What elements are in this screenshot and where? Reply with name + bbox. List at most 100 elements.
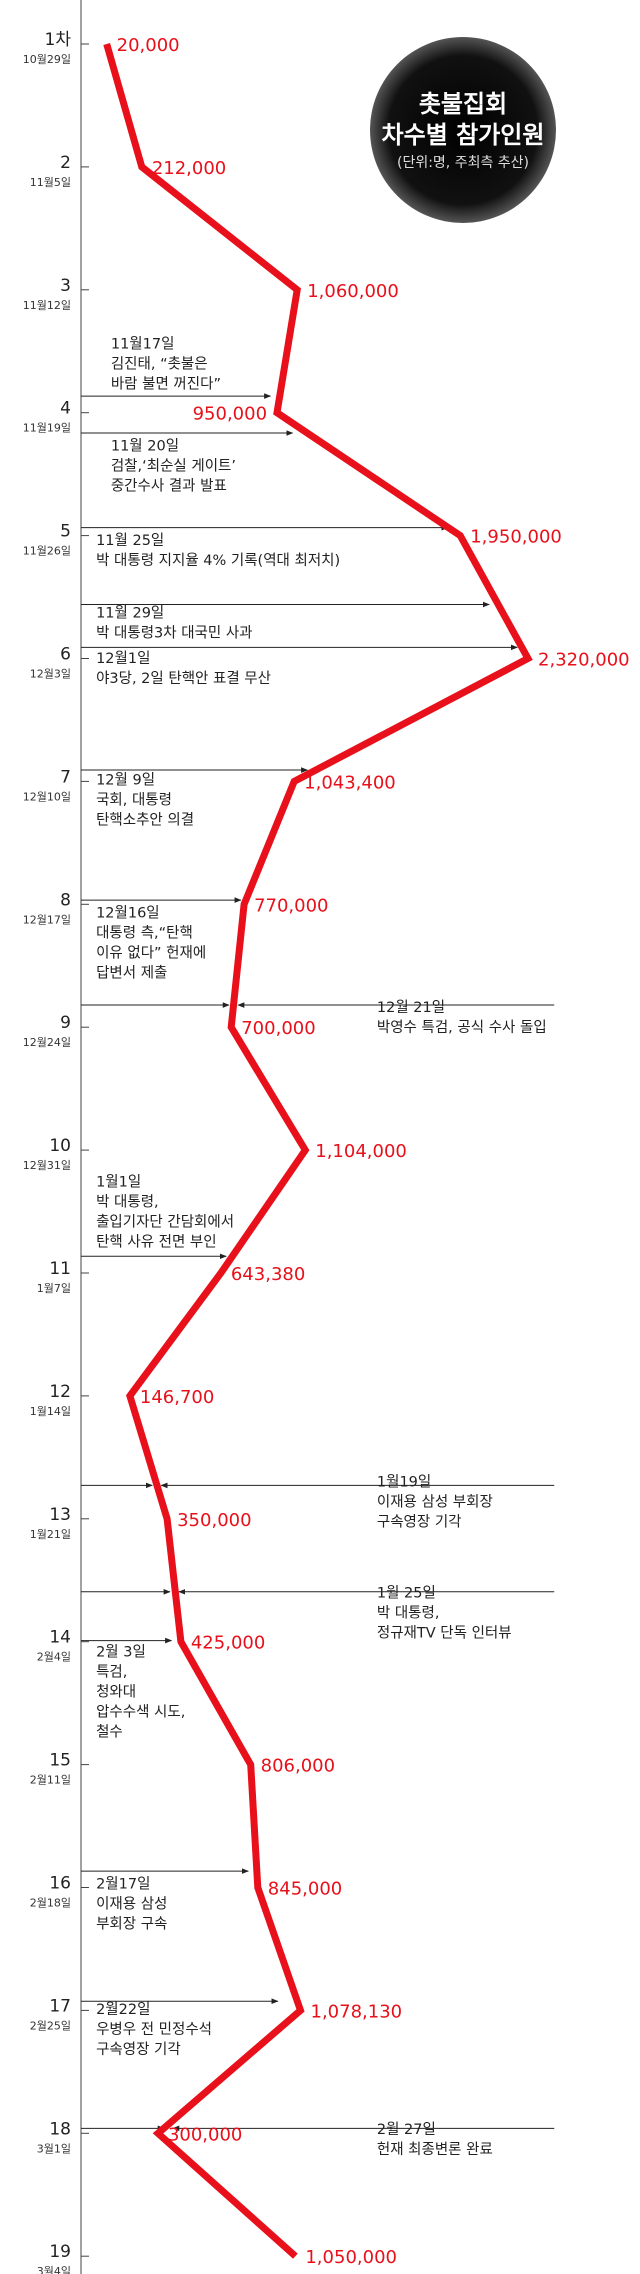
value-label: 2,320,000 (538, 650, 630, 671)
annotation-date: 1월1일 (96, 1173, 141, 1190)
round-label: 11 (49, 1259, 71, 1279)
round-label: 19 (49, 2242, 71, 2262)
value-label: 1,043,400 (304, 772, 396, 793)
annotation-text: 이유 없다” 헌재에 (96, 944, 206, 961)
value-label: 212,000 (152, 158, 226, 179)
unit-note: (단위:명, 주최측 추산) (397, 155, 529, 171)
round-label: 3 (60, 276, 71, 296)
annotation-text: 탄핵소추안 의결 (96, 811, 194, 828)
annotation-text: 박 대통령, (377, 1604, 440, 1621)
value-label: 770,000 (254, 895, 328, 916)
date-label: 1월21일 (30, 1527, 71, 1541)
date-label: 1월14일 (30, 1404, 71, 1418)
value-label: 146,700 (140, 1387, 214, 1408)
round-label: 7 (60, 767, 71, 787)
chart-subtitle: 차수별 참가인원 (382, 121, 545, 149)
chart-title: 촛불집회 (419, 90, 507, 118)
value-label: 1,950,000 (470, 527, 562, 548)
round-label: 2 (60, 153, 71, 173)
value-label: 425,000 (191, 1633, 265, 1654)
annotation-text: 탄핵 사유 전면 부인 (96, 1233, 217, 1250)
date-label: 11월19일 (23, 421, 71, 435)
date-label: 11월26일 (23, 544, 71, 558)
value-label: 950,000 (193, 404, 267, 425)
date-label: 1월7일 (37, 1281, 71, 1295)
annotation-text: 김진태, “촛불은 (111, 355, 208, 372)
annotation-date: 12월16일 (96, 904, 160, 921)
date-label: 12월3일 (30, 667, 71, 681)
annotation-text: 박 대통령3차 대국민 사과 (96, 624, 252, 641)
date-label: 2월11일 (30, 1773, 71, 1787)
annotation-text: 특검, (96, 1663, 127, 1680)
annotation-text: 압수수색 시도, (96, 1703, 185, 1720)
date-label: 12월24일 (23, 1035, 71, 1049)
annotation-text: 답변서 제출 (96, 964, 167, 981)
annotation-text: 검찰,‘최순실 게이트’ (111, 457, 236, 474)
value-label: 1,078,130 (311, 2001, 403, 2022)
date-label: 11월5일 (30, 175, 71, 189)
annotation-text: 우병우 전 민정수석 (96, 2021, 212, 2038)
value-label: 1,050,000 (305, 2247, 397, 2268)
annotation-text: 박 대통령 지지율 4% 기록(역대 최저치) (96, 552, 340, 569)
date-label: 12월17일 (23, 912, 71, 926)
date-label: 10월29일 (23, 52, 71, 66)
annotation-date: 12월 9일 (96, 771, 155, 788)
annotation-date: 12월1일 (96, 650, 150, 667)
round-label: 17 (49, 1996, 71, 2016)
value-label: 643,380 (231, 1264, 305, 1285)
annotation-date: 2월 3일 (96, 1643, 146, 1660)
annotation-date: 1월 25일 (377, 1584, 436, 1601)
round-label: 14 (49, 1628, 71, 1648)
value-label: 350,000 (177, 1510, 251, 1531)
line (103, 43, 533, 2259)
date-label: 3월4일 (37, 2264, 71, 2274)
date-label: 11월12일 (23, 298, 71, 312)
date-label: 2월18일 (30, 1896, 71, 1910)
annotation-text: 박영수 특검, 공식 수사 돌입 (377, 1019, 547, 1036)
round-label: 16 (49, 1874, 71, 1894)
annotation-text: 철수 (96, 1723, 123, 1740)
annotation-date: 1월19일 (377, 1473, 431, 1490)
title-circle (370, 37, 556, 223)
annotation-text: 부회장 구속 (96, 1915, 167, 1932)
date-label: 12월31일 (23, 1158, 71, 1172)
annotation-text: 출입기자단 간담회에서 (96, 1213, 234, 1230)
value-label: 845,000 (268, 1879, 342, 1900)
round-label: 13 (49, 1505, 71, 1525)
round-label: 9 (60, 1013, 71, 1033)
value-label: 806,000 (261, 1756, 335, 1777)
round-label: 18 (49, 2119, 71, 2139)
date-label: 2월25일 (30, 2018, 71, 2032)
round-label: 15 (49, 1751, 71, 1771)
annotation-date: 12월 21일 (377, 999, 445, 1016)
annotation-text: 이재용 삼성 부회장 (377, 1493, 493, 1510)
annotation-text: 이재용 삼성 (96, 1895, 167, 1912)
annotation-date: 2월17일 (96, 1875, 150, 1892)
value-label: 20,000 (117, 35, 180, 56)
value-label: 300,000 (168, 2124, 242, 2145)
value-label: 1,060,000 (307, 281, 399, 302)
round-label: 5 (60, 522, 71, 542)
annotation-text: 구속영장 기각 (96, 2041, 181, 2058)
date-label: 2월4일 (37, 1650, 71, 1664)
annotation-date: 2월22일 (96, 2001, 150, 2018)
annotation-text: 정규재TV 단독 인터뷰 (377, 1624, 512, 1641)
round-label: 1차 (45, 30, 72, 50)
annotation-text: 대통령 측,“탄핵 (96, 924, 193, 941)
annotation-text: 국회, 대통령 (96, 791, 172, 808)
